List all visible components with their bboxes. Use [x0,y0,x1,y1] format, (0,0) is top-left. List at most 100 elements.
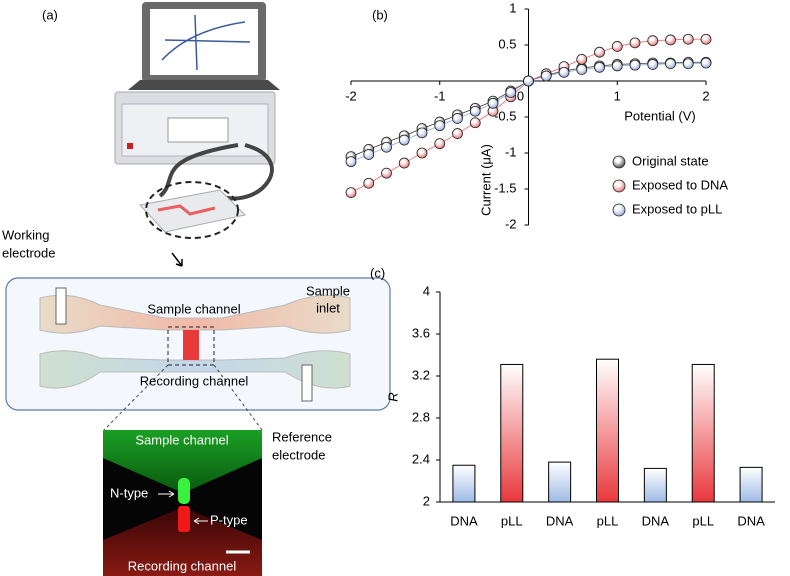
y-tick-label: -1.5 [494,180,516,195]
x-tick-label: DNA [450,513,478,528]
x-tick-label: pLL [501,513,523,528]
recording-channel-shape [39,350,351,389]
x-tick-label: pLL [597,513,619,528]
legend-label: Exposed to DNA [632,177,728,192]
data-point [434,138,446,150]
y-tick-label: -1 [505,144,517,159]
arrow [193,517,208,525]
working-electrode [55,287,67,325]
data-point [416,147,428,159]
x-tick-label: DNA [737,513,765,528]
data-point [576,64,588,75]
y-tick-label: 4 [423,283,430,298]
x-tick-label: DNA [642,513,670,528]
x-tick-label: DNA [546,513,574,528]
x-tick-label: -1 [434,88,446,103]
bar [739,466,763,503]
data-point [381,141,392,153]
y-axis-label: R [385,392,400,401]
laptop-base [128,80,280,90]
label: Sample channel [147,301,240,316]
x-tick-label: pLL [692,513,714,528]
zoom-ellipse [145,181,239,239]
data-point [665,58,676,70]
data-point [523,75,534,87]
data-point [345,156,357,168]
data-point [363,177,375,189]
legend-label: Original state [632,153,709,168]
x-tick-label: 2 [702,88,709,103]
label: Recording channel [140,373,249,388]
label: electrode [2,245,55,260]
laptop-plot [161,14,251,71]
label: N-type [110,485,148,500]
bar [500,363,524,503]
data-point [611,41,623,52]
data-point [647,35,659,47]
n-type-region [178,478,190,504]
sample-channel-shape [39,294,351,334]
data-point [665,34,676,46]
panel-label: (b) [372,7,388,22]
data-point [647,59,659,70]
chip [139,189,247,233]
data-point [505,87,517,98]
data-point [469,117,481,129]
zoom-box [167,326,215,366]
legend-marker [612,179,626,193]
arrow [171,252,183,267]
data-point [398,134,410,146]
data-point [576,54,588,65]
instrument-light [127,143,133,149]
data-point [611,60,623,72]
bar [452,464,476,503]
y-tick-label: -2 [505,216,517,231]
legend-marker [612,203,626,217]
y-tick-label: 2.8 [412,409,430,424]
y-tick-label: 3.6 [412,325,430,340]
illustration: (a) Working electrode Sample inlet Sampl… [2,2,391,576]
label: Sample channel [135,432,228,447]
arrow [158,490,175,498]
bar [596,358,619,503]
bar [548,461,572,503]
panel-label: (c) [370,265,385,280]
label: Recording channel [128,558,237,573]
data-point [434,120,446,132]
y-tick-label: 3.2 [412,367,430,382]
data-point [629,37,641,49]
data-point [345,187,357,199]
data-point [558,66,570,78]
data-point [452,113,463,124]
data-point [452,128,463,139]
x-tick-label: 1 [614,88,621,103]
bar [643,467,667,503]
y-tick-label: -0.5 [494,108,516,123]
y-tick-label: 1 [509,0,516,15]
y-tick-label: 0.5 [498,36,516,51]
data-point [398,157,410,169]
micrograph-green [103,430,262,490]
micrograph-red [103,510,262,576]
legend-marker [612,155,626,169]
data-point [363,149,375,160]
y-tick-label: 2.4 [412,451,430,466]
legend-label: Exposed to pLL [632,201,722,216]
instrument-ports [167,117,229,143]
data-point [540,70,552,82]
zoom-lines [103,364,263,431]
label: Sample [306,283,350,298]
reference-electrode [301,364,313,402]
label: Working [2,227,49,242]
label: Reference [272,429,332,444]
data-point [594,61,605,73]
data-point [700,33,712,45]
label: electrode [272,447,325,462]
p-type-region [178,506,190,532]
panel-label: (a) [42,7,58,22]
data-point [629,59,641,71]
data-point [682,33,694,45]
y-axis-label: Current (μA) [478,144,493,216]
label: inlet [316,300,340,315]
